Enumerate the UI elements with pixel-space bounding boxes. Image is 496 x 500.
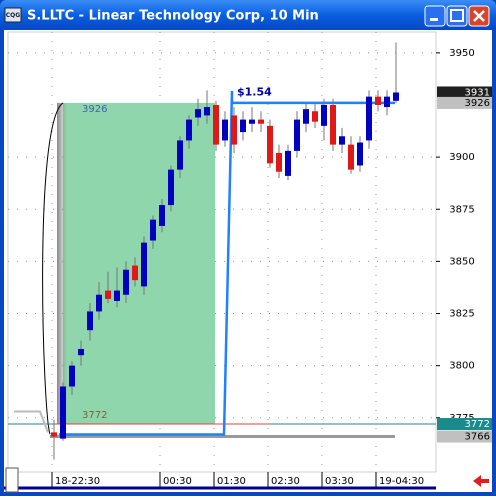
candle-body	[60, 386, 66, 439]
title-bar	[0, 0, 496, 30]
candle-body	[339, 136, 345, 145]
zone-arc	[42, 102, 64, 435]
annotation: $1.54	[237, 86, 272, 99]
candle-body	[375, 96, 381, 105]
price-marker	[437, 418, 492, 431]
price-marker	[437, 96, 492, 109]
y-tick-label: 3800	[449, 361, 474, 372]
candle-body	[285, 150, 291, 176]
candle-body	[69, 365, 75, 387]
entry-line	[14, 410, 49, 433]
price-marker-label: 3772	[465, 419, 490, 430]
x-tick-label: 19-04:30	[379, 476, 424, 487]
y-tick-label: 3825	[449, 309, 474, 320]
window-buttons[interactable]	[424, 5, 490, 27]
candle-body	[114, 290, 120, 302]
candle-body	[312, 111, 318, 122]
candle-body	[231, 115, 237, 145]
candle-body	[186, 119, 192, 141]
zone	[63, 102, 215, 425]
price-marker-label: 3766	[465, 432, 490, 443]
candle-body	[195, 109, 201, 118]
scroll-arrow[interactable]	[473, 475, 489, 487]
candle-body	[213, 104, 219, 145]
candle-body	[366, 96, 372, 141]
x-tick-label: 01:30	[217, 476, 246, 487]
candle-body	[258, 119, 264, 124]
x-tick-label: 02:30	[271, 476, 300, 487]
zone-top-label: 3926	[82, 104, 107, 115]
candle-body	[51, 432, 57, 437]
candle-body	[159, 205, 165, 226]
x-tick-label: 03:30	[325, 476, 354, 487]
minimize-glyph	[430, 18, 438, 21]
candle-body	[96, 294, 102, 312]
minimize-button[interactable]	[424, 5, 446, 27]
x-tick-label: 18-22:30	[55, 476, 100, 487]
candle-body	[132, 265, 138, 281]
y-tick-label: 3900	[449, 152, 474, 163]
plot: 377538003825385038753900395018-22:3000:3…	[8, 32, 492, 488]
candle-body	[348, 144, 354, 170]
candle-body	[393, 92, 399, 101]
y-tick-label: 3950	[449, 48, 474, 59]
price-marker	[437, 86, 492, 99]
candle-body	[357, 142, 363, 166]
candle-body	[303, 109, 309, 124]
close-glyph	[473, 10, 485, 22]
candle-body	[276, 152, 282, 172]
maximize-glyph	[450, 9, 464, 22]
scroll-thumb[interactable]	[5, 467, 19, 493]
candle-body	[168, 169, 174, 206]
price-marker	[437, 430, 492, 443]
zone-shadow	[57, 102, 67, 425]
candle-body	[123, 269, 129, 295]
app-icon-text: CQG	[6, 12, 21, 19]
candle-body	[384, 96, 390, 108]
candle-body	[105, 290, 111, 299]
candle-body	[141, 242, 147, 287]
y-tick-label: 3850	[449, 256, 474, 267]
candle-body	[321, 104, 327, 126]
candle-body	[330, 104, 336, 145]
profit-path	[59, 90, 395, 436]
candle-body	[249, 119, 255, 124]
candle-body	[87, 311, 93, 331]
zone-bottom-label: 3772	[82, 410, 107, 421]
candle-body	[222, 119, 228, 141]
price-marker-label: 3926	[465, 98, 490, 109]
candle-body	[78, 348, 84, 356]
candle-body	[267, 125, 273, 164]
candle-body	[177, 140, 183, 170]
app-icon	[4, 7, 22, 23]
candle-body	[240, 119, 246, 133]
candle-body	[204, 107, 210, 116]
window-title: S.LLTC - Linear Technology Corp, 10 Min	[27, 9, 319, 24]
candle-body	[150, 219, 156, 241]
y-tick-label: 3875	[449, 204, 474, 215]
candle-body	[294, 119, 300, 151]
price-marker-label: 3931	[465, 87, 490, 98]
x-tick-label: 00:30	[163, 476, 192, 487]
